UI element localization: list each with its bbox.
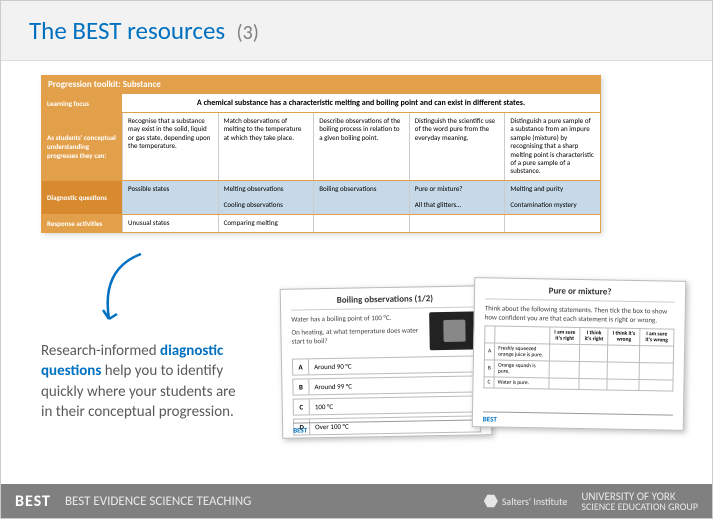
- university-credit: UNIVERSITY OF YORK SCIENCE EDUCATION GRO…: [581, 491, 698, 512]
- option-text: Around 99 °C: [309, 376, 479, 394]
- progress-cell: Distinguish a pure sample of a substance…: [504, 113, 600, 180]
- progress-cell: Recognise that a substance may exist in …: [122, 113, 218, 180]
- row-text: Orange squash is pure.: [494, 360, 549, 378]
- col-header: I am sure it's wrong: [639, 329, 673, 347]
- toolkit-row-progress: As students' conceptual understanding pr…: [42, 112, 600, 180]
- footer-tagline: BEST EVIDENCE SCIENCE TEACHING: [65, 494, 251, 509]
- row-label: Learning focus: [42, 94, 122, 112]
- diag-cell: Pure or mixture?: [409, 181, 505, 197]
- toolkit-row-response: Response activities Unusual states Compa…: [42, 214, 600, 232]
- row-letter: B: [484, 360, 494, 377]
- resp-cell: Comparing melting: [218, 215, 314, 232]
- worksheet-card-pure: Pure or mixture? Think about the followi…: [472, 277, 687, 431]
- resp-cell: [504, 215, 600, 232]
- card-intro: Think about the following statements. Th…: [485, 303, 675, 324]
- option-text: 100 °C: [310, 396, 480, 414]
- row-label: Response activities: [42, 215, 122, 232]
- row-letter: A: [484, 343, 494, 360]
- option-row: BAround 99 °C: [292, 375, 480, 395]
- card-title: Pure or mixture?: [485, 284, 675, 302]
- option-row: AAround 90 °C: [292, 355, 480, 375]
- diag-cell: [122, 197, 218, 213]
- table-row: CWater is pure.: [484, 377, 673, 391]
- diag-cell: Cooling observations: [218, 197, 314, 213]
- diag-cell: [313, 197, 409, 213]
- progress-cell: Describe observations of the boiling pro…: [313, 113, 409, 180]
- slide-header: The BEST resources (3): [1, 1, 712, 61]
- arrow-icon: [91, 249, 161, 329]
- diag-cell: Boiling observations: [313, 181, 409, 197]
- slide-title: The BEST resources (3): [29, 15, 684, 46]
- option-letter: C: [294, 399, 310, 414]
- diag-cell: Possible states: [122, 181, 218, 197]
- resp-cell: Unusual states: [122, 215, 218, 232]
- caption-text: Research-informed diagnostic questions h…: [41, 341, 241, 422]
- progress-cell: Distinguish the scientific use of the wo…: [409, 113, 505, 180]
- slide-content: Progression toolkit: Substance Learning …: [1, 61, 712, 488]
- progress-cell: Match observations of melting to the tem…: [218, 113, 314, 180]
- toolkit-title: Progression toolkit: Substance: [42, 76, 600, 93]
- col-header: I am sure it's right: [549, 327, 580, 345]
- toolkit-row-diagnostic: Diagnostic questions Possible states Mel…: [42, 180, 600, 214]
- title-text: The BEST resources: [29, 15, 225, 46]
- card-footer-brand: BEST: [483, 411, 673, 426]
- salters-text: Salters' Institute: [502, 495, 568, 508]
- row-label: Diagnostic questions: [42, 181, 122, 214]
- toolkit-row-focus: Learning focus A chemical substance has …: [42, 93, 600, 112]
- diag-cell: All that glitters…: [409, 197, 505, 213]
- diag-cell: Contamination mystery: [504, 197, 600, 213]
- title-number: (3): [237, 21, 259, 45]
- option-row: C100 °C: [293, 395, 481, 415]
- card-title: Boiling observations (1/2): [291, 292, 479, 310]
- row-letter: C: [484, 377, 494, 388]
- hex-icon: [484, 494, 498, 508]
- col-header: I think it's wrong: [608, 328, 640, 346]
- resp-cell: [313, 215, 409, 232]
- row-label: As students' conceptual understanding pr…: [42, 113, 122, 180]
- option-text: Around 90 °C: [309, 356, 479, 374]
- option-letter: B: [293, 379, 309, 394]
- uni-line2: SCIENCE EDUCATION GROUP: [581, 502, 698, 512]
- resp-cell: [409, 215, 505, 232]
- diag-cell: Melting and purity: [504, 181, 600, 197]
- footer-brand: BEST: [15, 492, 51, 511]
- option-letter: A: [293, 359, 309, 374]
- row-text: Freshly squeezed orange juice is pure.: [495, 343, 550, 361]
- diag-cell: Melting observations: [218, 181, 314, 197]
- confidence-table: I am sure it's right I think it's right …: [483, 325, 674, 391]
- worksheet-card-boiling: Boiling observations (1/2) Water has a b…: [280, 285, 493, 439]
- salters-logo: Salters' Institute: [484, 494, 568, 508]
- col-header: I think it's right: [580, 328, 609, 345]
- progression-toolkit-table: Progression toolkit: Substance Learning …: [41, 75, 601, 233]
- caption-before: Research-informed: [41, 342, 160, 360]
- learning-focus-text: A chemical substance has a characteristi…: [122, 94, 600, 112]
- row-text: Water is pure.: [494, 377, 549, 389]
- slide-footer: BEST BEST EVIDENCE SCIENCE TEACHING Salt…: [1, 484, 712, 518]
